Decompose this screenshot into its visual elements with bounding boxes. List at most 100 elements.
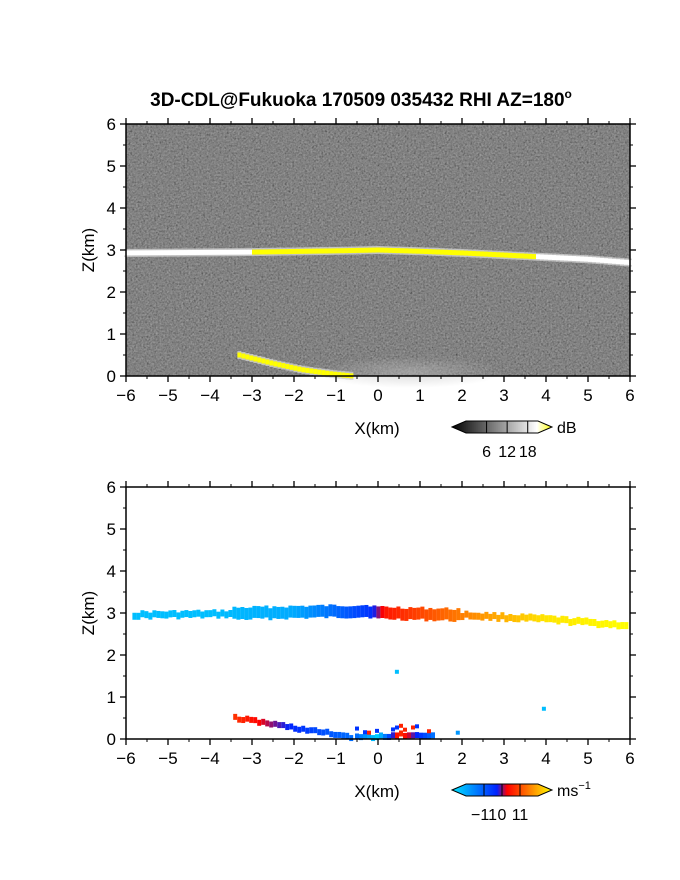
cloud-layer-velocity-cell bbox=[480, 613, 485, 621]
velocity-x-tick-label: 6 bbox=[625, 749, 634, 768]
low-layer-cell bbox=[265, 359, 270, 365]
cloud-layer-velocity-cell bbox=[496, 614, 501, 622]
cloud-layer-velocity-cell bbox=[580, 618, 585, 626]
cloud-layer-cell bbox=[364, 247, 368, 253]
cloud-layer-velocity-cell bbox=[500, 612, 505, 620]
cloud-layer-velocity bbox=[132, 604, 629, 630]
cloud-layer-velocity-cell bbox=[196, 609, 201, 617]
intensity-x-tick-label: 3 bbox=[499, 386, 508, 405]
cloud-layer-cell bbox=[316, 248, 320, 254]
cloud-layer-velocity-cell bbox=[344, 606, 349, 619]
cloud-layer-velocity-cell bbox=[624, 622, 629, 630]
cloud-layer-cell bbox=[248, 249, 252, 255]
cloud-layer-cell bbox=[568, 255, 572, 261]
cloud-layer-velocity-cell bbox=[348, 606, 353, 619]
cloud-layer-cell bbox=[368, 247, 372, 253]
cloud-layer-velocity-cell bbox=[340, 606, 345, 619]
intensity-x-tick-label: −2 bbox=[284, 386, 303, 405]
cloud-layer-velocity-cell bbox=[440, 608, 445, 621]
low-layer-velocity-cell bbox=[293, 725, 298, 732]
low-layer-cell bbox=[317, 369, 322, 375]
cloud-layer-cell bbox=[392, 247, 396, 253]
cloud-layer-cell bbox=[588, 256, 592, 262]
cloud-layer-cell bbox=[468, 250, 472, 256]
cloud-layer-velocity-cell bbox=[256, 606, 261, 619]
cloud-layer-cell bbox=[536, 254, 540, 260]
low-layer-cell bbox=[269, 360, 274, 366]
low-layer-cell bbox=[297, 366, 302, 372]
near-ground-velocity-cell bbox=[363, 730, 367, 735]
low-layer-cell bbox=[245, 354, 250, 360]
intensity-colorbar-tick-label: 18 bbox=[519, 444, 537, 461]
cloud-layer-velocity-cell bbox=[492, 612, 497, 620]
cloud-layer-velocity-cell bbox=[516, 615, 521, 623]
near-ground-velocity-cell bbox=[399, 730, 403, 737]
intensity-y-axis-label: Z(km) bbox=[79, 228, 98, 272]
cloud-layer-velocity-cell bbox=[448, 609, 453, 622]
low-layer-cell bbox=[321, 370, 326, 376]
near-ground-velocity-cell bbox=[375, 728, 379, 733]
cloud-layer-cell bbox=[456, 250, 460, 256]
intensity-colorbar-unit: dB bbox=[557, 420, 577, 437]
velocity-x-axis-label: X(km) bbox=[354, 782, 399, 801]
cloud-layer-cell bbox=[164, 250, 168, 256]
cloud-layer-cell bbox=[484, 251, 488, 257]
cloud-layer-velocity-cell bbox=[316, 604, 321, 617]
cloud-layer-cell bbox=[372, 247, 376, 253]
velocity-colorbar: −11 0 11 ms−1 bbox=[450, 780, 591, 824]
velocity-colorbar-unit: ms−1 bbox=[557, 780, 591, 800]
cloud-layer-velocity-cell bbox=[548, 615, 553, 623]
cloud-layer-cell bbox=[256, 249, 260, 255]
cloud-layer-cell bbox=[464, 250, 468, 256]
low-layer-cell bbox=[277, 362, 282, 368]
cloud-layer-velocity-cell bbox=[372, 605, 377, 618]
cloud-layer-velocity-cell bbox=[320, 604, 325, 617]
cloud-layer-velocity-cell bbox=[272, 606, 277, 619]
cloud-layer-velocity-cell bbox=[244, 607, 249, 620]
cloud-layer-cell bbox=[300, 248, 304, 254]
cloud-layer-velocity-cell bbox=[152, 610, 157, 618]
cloud-layer-cell bbox=[472, 251, 476, 257]
cloud-layer-velocity-cell bbox=[240, 607, 245, 620]
chart-title: 3D-CDL@Fukuoka 170509 035432 RHI AZ=180o bbox=[150, 87, 572, 111]
cloud-layer-cell bbox=[216, 249, 220, 255]
low-layer-cell bbox=[285, 363, 290, 369]
cloud-layer-cell bbox=[388, 247, 392, 253]
cloud-layer-cell bbox=[544, 254, 548, 260]
low-layer-velocity-cell bbox=[297, 726, 302, 733]
cloud-layer-cell bbox=[476, 251, 480, 257]
cloud-layer-velocity-cell bbox=[444, 607, 449, 620]
cloud-layer-velocity-cell bbox=[564, 616, 569, 624]
cloud-layer-velocity-cell bbox=[612, 620, 617, 628]
cloud-layer-cell bbox=[200, 249, 204, 255]
cloud-layer-velocity-cell bbox=[184, 610, 189, 618]
near-ground-velocity-cell bbox=[423, 732, 427, 739]
cloud-layer-velocity-cell bbox=[188, 610, 193, 618]
cloud-layer-velocity-cell bbox=[464, 610, 469, 618]
cloud-layer-velocity-cell bbox=[376, 606, 381, 619]
velocity-y-tick-label: 6 bbox=[107, 478, 116, 497]
low-layer-velocity-cell bbox=[237, 716, 242, 723]
near-ground-velocity-cell bbox=[411, 725, 415, 730]
cloud-layer-velocity-cell bbox=[476, 612, 481, 620]
cloud-layer-velocity-cell bbox=[524, 614, 529, 622]
cloud-layer-cell bbox=[532, 254, 536, 260]
low-layer-velocity-cell bbox=[269, 721, 274, 728]
velocity-y-tick-label: 3 bbox=[107, 604, 116, 623]
cloud-layer-cell bbox=[324, 248, 328, 254]
cloud-layer-cell bbox=[224, 249, 228, 255]
cloud-layer-velocity-cell bbox=[144, 611, 149, 619]
cloud-layer-cell bbox=[212, 249, 216, 255]
cloud-layer-cell bbox=[436, 249, 440, 255]
cloud-layer bbox=[124, 246, 632, 267]
low-layer-velocity-cell bbox=[301, 725, 306, 732]
velocity-y-tick-label: 1 bbox=[107, 688, 116, 707]
cloud-layer-cell bbox=[448, 249, 452, 255]
low-layer bbox=[237, 351, 354, 380]
low-layer-velocity-cell bbox=[253, 717, 258, 724]
near-ground-velocity-cell bbox=[355, 733, 359, 740]
cloud-layer-velocity-cell bbox=[604, 620, 609, 628]
cloud-layer-cell bbox=[152, 250, 156, 256]
near-ground-velocity-cell bbox=[375, 734, 379, 741]
